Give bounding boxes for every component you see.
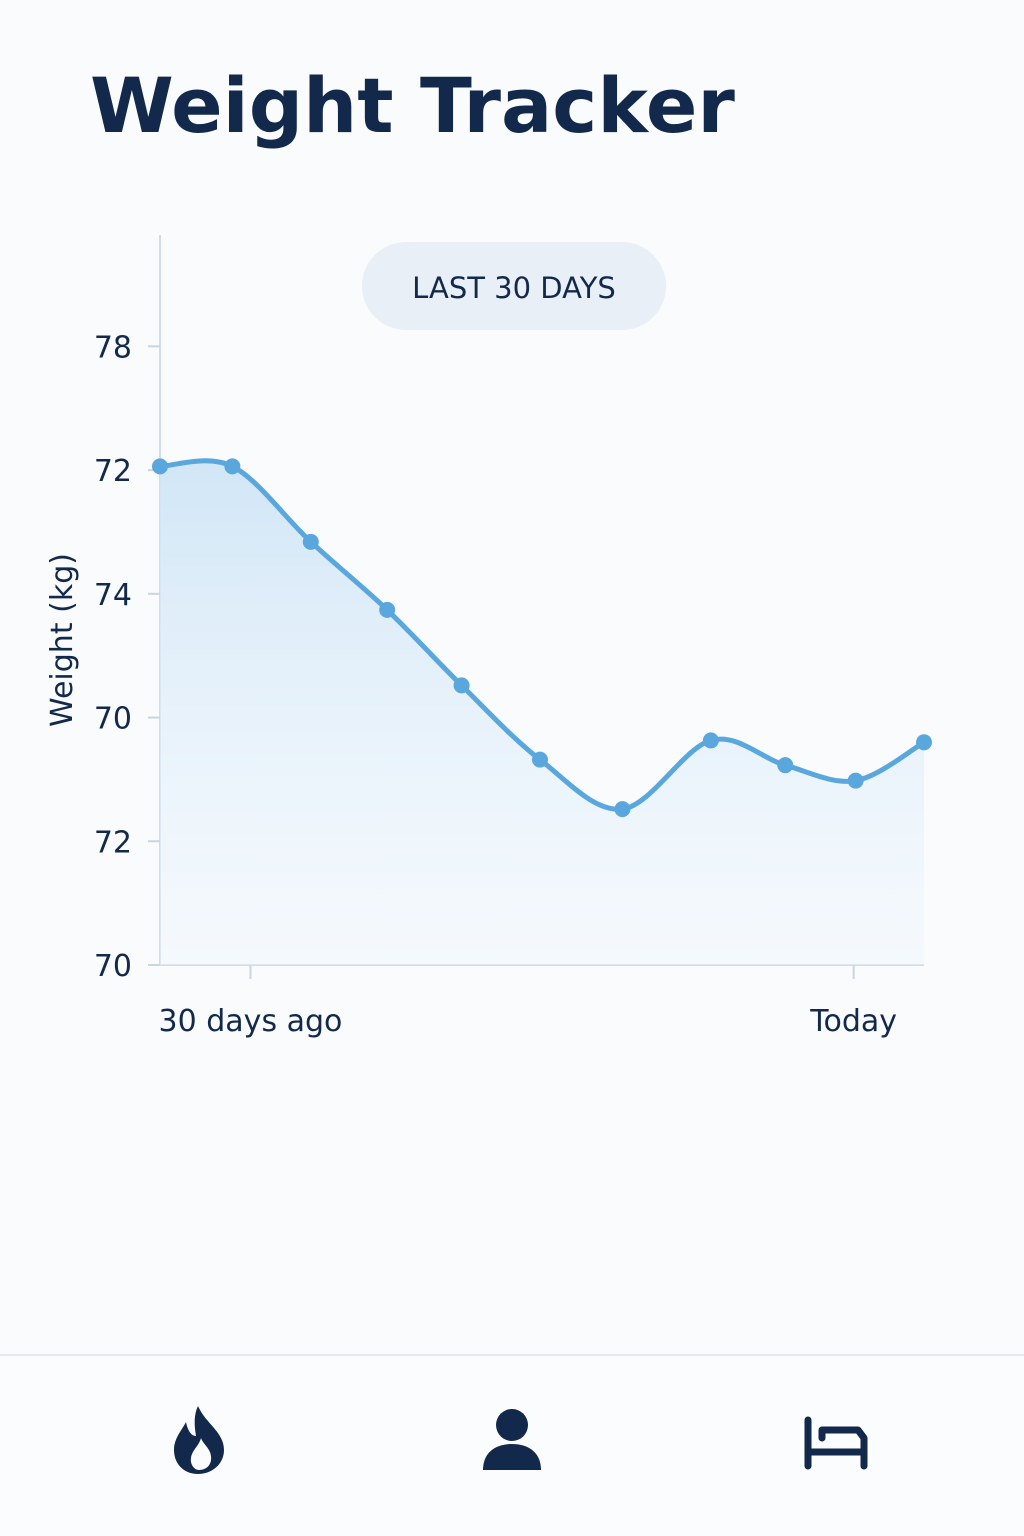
point bbox=[152, 458, 168, 475]
flame-icon[interactable] bbox=[174, 1406, 224, 1474]
point bbox=[702, 732, 719, 749]
x-tick-label: Today bbox=[809, 1004, 897, 1039]
point bbox=[777, 757, 794, 774]
y-tick-label: 70 bbox=[94, 702, 132, 737]
nav-profile[interactable] bbox=[483, 1409, 541, 1470]
point bbox=[379, 601, 396, 618]
nav-flame[interactable] bbox=[174, 1406, 224, 1474]
bed-icon[interactable] bbox=[804, 1416, 868, 1470]
y-tick-label: 70 bbox=[94, 949, 132, 984]
y-tick-label: 72 bbox=[94, 825, 132, 860]
y-tick-label: 72 bbox=[94, 454, 132, 489]
profile-head[interactable] bbox=[496, 1409, 528, 1441]
y-tick-label: 74 bbox=[94, 578, 132, 613]
point bbox=[531, 751, 548, 768]
point bbox=[916, 734, 932, 751]
page-title: Weight Tracker bbox=[90, 61, 735, 150]
point bbox=[224, 458, 241, 475]
range-pill[interactable] bbox=[362, 242, 666, 330]
point bbox=[302, 533, 319, 550]
chart: 70 72 70 74 72 78 30 days ago Today bbox=[94, 235, 932, 1039]
range-pill-label[interactable]: LAST 30 DAYS bbox=[412, 271, 616, 305]
point bbox=[453, 677, 470, 694]
profile-body[interactable] bbox=[483, 1444, 541, 1470]
point bbox=[614, 801, 631, 818]
x-tick-label: 30 days ago bbox=[159, 1004, 343, 1039]
nav-bed[interactable] bbox=[804, 1416, 868, 1470]
area bbox=[160, 460, 924, 965]
point bbox=[847, 772, 864, 789]
y-axis-label: Weight (kg) bbox=[45, 553, 80, 727]
y-tick-label: 78 bbox=[94, 330, 132, 365]
